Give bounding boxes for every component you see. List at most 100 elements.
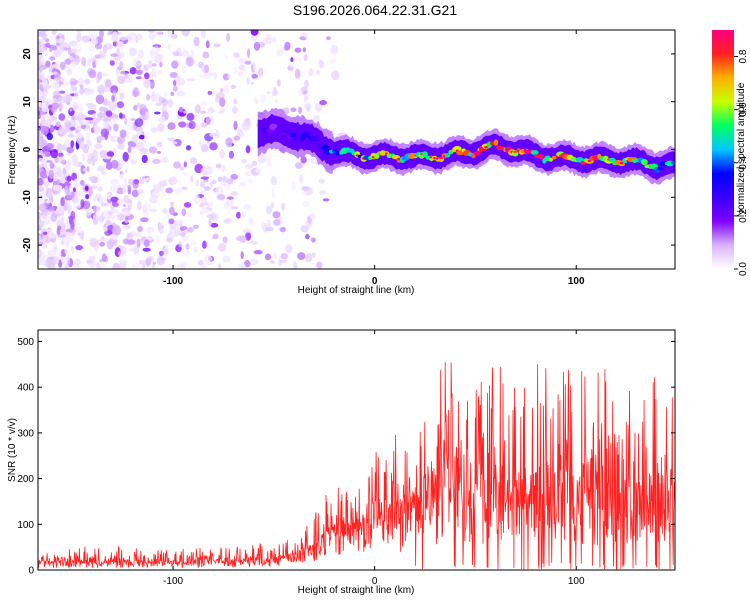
- noise-blob: [95, 59, 99, 67]
- noise-blob: [100, 128, 110, 138]
- spectrogram-y-tick-label: 20: [22, 48, 33, 60]
- noise-blob: [66, 146, 75, 154]
- noise-blob: [138, 134, 145, 140]
- noise-blob: [309, 212, 316, 220]
- noise-blob: [142, 247, 151, 252]
- noise-blob: [56, 252, 62, 256]
- noise-blob: [38, 80, 41, 89]
- noise-blob: [66, 175, 72, 182]
- noise-blob: [99, 30, 104, 38]
- noise-blob: [253, 96, 258, 102]
- noise-blob: [127, 184, 132, 190]
- noise-blob: [86, 166, 90, 172]
- snr-series-line: [38, 362, 675, 570]
- noise-blob: [66, 67, 73, 76]
- noise-blob: [272, 211, 281, 219]
- noise-blob: [265, 226, 274, 232]
- noise-blob: [94, 143, 103, 149]
- noise-blob: [304, 32, 309, 39]
- noise-blob: [219, 149, 225, 159]
- noise-blob: [167, 30, 171, 37]
- noise-blob: [250, 30, 259, 36]
- ridge-peak: [453, 145, 462, 152]
- noise-blob: [133, 87, 139, 92]
- noise-blob: [264, 253, 272, 261]
- noise-blob: [56, 48, 66, 53]
- noise-blob: [266, 205, 272, 215]
- noise-blob: [131, 189, 139, 198]
- noise-blob: [143, 202, 151, 211]
- noise-blob: [112, 262, 120, 269]
- noise-blob: [279, 226, 286, 233]
- noise-blob: [301, 191, 309, 195]
- noise-blob: [38, 108, 42, 112]
- noise-blob: [119, 36, 128, 41]
- noise-blob: [84, 117, 94, 121]
- noise-blob: [72, 86, 78, 92]
- noise-blob: [100, 202, 110, 207]
- noise-blob: [66, 204, 72, 214]
- noise-blob: [293, 260, 297, 269]
- noise-blob: [199, 101, 208, 106]
- noise-blob: [72, 115, 80, 121]
- noise-blob: [72, 178, 80, 189]
- noise-blob: [71, 54, 80, 59]
- noise-blob: [69, 184, 74, 193]
- noise-blob: [243, 68, 247, 72]
- noise-blob: [152, 46, 160, 54]
- ridge-peak: [530, 150, 539, 155]
- spectrogram-y-tick-label: -20: [22, 237, 33, 252]
- noise-blob: [201, 196, 207, 204]
- noise-blob: [244, 60, 252, 65]
- noise-blob: [119, 92, 125, 100]
- noise-blob: [141, 154, 148, 164]
- noise-blob: [276, 79, 281, 87]
- noise-blob: [276, 48, 284, 57]
- noise-blob: [169, 71, 178, 79]
- noise-blob: [105, 79, 112, 88]
- noise-blob: [142, 211, 150, 217]
- noise-blob: [227, 74, 231, 79]
- noise-blob: [99, 73, 108, 77]
- noise-blob: [118, 51, 125, 59]
- noise-blob: [245, 170, 252, 177]
- noise-blob: [153, 111, 161, 115]
- spectrogram-x-tick-label: 100: [568, 276, 585, 287]
- noise-blob: [305, 233, 310, 240]
- noise-blob: [290, 107, 297, 113]
- noise-blob: [38, 220, 45, 229]
- noise-blob: [85, 131, 92, 139]
- noise-blob: [110, 208, 120, 214]
- noise-blob: [80, 56, 87, 66]
- noise-blob: [193, 224, 199, 229]
- snr-x-tick-label: -100: [163, 576, 183, 587]
- noise-blob: [246, 48, 251, 59]
- noise-blob: [70, 140, 75, 148]
- ridge-core: [433, 157, 437, 160]
- noise-blob: [152, 158, 161, 164]
- noise-blob: [190, 241, 197, 246]
- colorbar-tick-label: 0.8: [738, 49, 749, 63]
- noise-blob: [75, 44, 82, 54]
- ridge-peak: [289, 132, 297, 138]
- noise-blob: [285, 244, 293, 254]
- noise-blob: [40, 116, 45, 125]
- noise-blob: [124, 72, 129, 79]
- noise-blob: [215, 163, 222, 169]
- noise-blob: [38, 235, 42, 243]
- noise-blob: [157, 117, 166, 123]
- noise-blob: [145, 111, 150, 120]
- noise-blob: [185, 57, 195, 67]
- noise-blob: [199, 181, 206, 188]
- noise-blob: [165, 187, 174, 194]
- ridge-core: [475, 152, 479, 155]
- noise-blob: [62, 81, 72, 87]
- snr-y-tick-label: 0: [28, 566, 34, 577]
- spectrogram-x-tick-label: 0: [372, 276, 378, 287]
- noise-blob: [110, 85, 119, 94]
- noise-blob: [103, 226, 108, 232]
- colorbar-tick-label: 0.6: [738, 102, 749, 116]
- spectrogram-x-axis-label: Height of straight line (km): [298, 285, 415, 296]
- noise-blob: [39, 67, 44, 71]
- noise-blob: [130, 117, 136, 121]
